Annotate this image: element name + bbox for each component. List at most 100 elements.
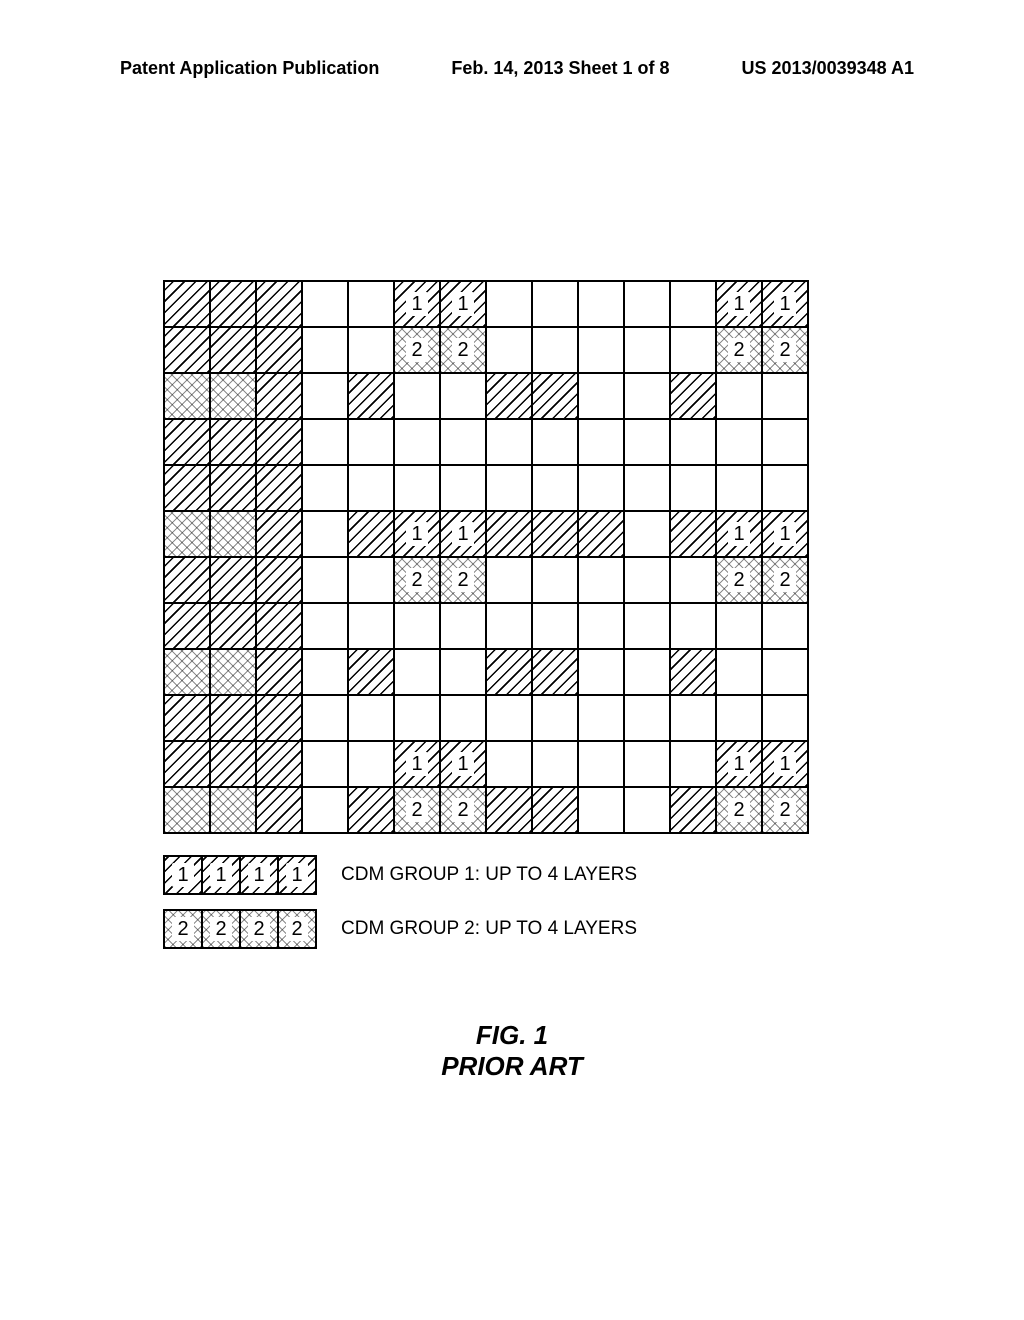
caption-line-2: PRIOR ART — [0, 1051, 1024, 1082]
grid-cell — [716, 603, 762, 649]
grid-cell — [762, 695, 808, 741]
grid-cell: 2 — [394, 327, 440, 373]
cell-label: 1 — [774, 292, 796, 316]
grid-cell — [532, 511, 578, 557]
grid-cell — [624, 373, 670, 419]
grid-cell — [210, 741, 256, 787]
grid-cell — [578, 787, 624, 833]
grid-cell — [302, 603, 348, 649]
cell-label: 2 — [774, 798, 796, 822]
legend-cell: 2 — [279, 911, 315, 947]
grid-cell: 2 — [762, 557, 808, 603]
grid-cell — [440, 465, 486, 511]
grid-cell — [164, 649, 210, 695]
grid-cell: 1 — [394, 511, 440, 557]
grid-cell — [578, 649, 624, 695]
grid-cell — [624, 741, 670, 787]
grid-cell: 1 — [762, 281, 808, 327]
grid-cell — [486, 787, 532, 833]
resource-grid: 111122221111222211112222 — [163, 280, 809, 834]
grid-cell: 2 — [440, 787, 486, 833]
grid-cell: 1 — [394, 281, 440, 327]
cell-label: 2 — [728, 338, 750, 362]
grid-cell — [578, 419, 624, 465]
header-left: Patent Application Publication — [120, 58, 379, 79]
grid-cell — [348, 741, 394, 787]
grid-cell — [302, 419, 348, 465]
legend-row-1: 1111 CDM GROUP 1: UP TO 4 LAYERS — [163, 855, 637, 895]
grid-cell — [256, 695, 302, 741]
grid-cell — [210, 695, 256, 741]
grid-cell — [394, 373, 440, 419]
grid-cell — [348, 557, 394, 603]
cell-label: 1 — [774, 522, 796, 546]
grid-cell: 1 — [762, 511, 808, 557]
legend-cell: 1 — [279, 857, 315, 893]
grid-cell — [532, 741, 578, 787]
grid-cell — [578, 327, 624, 373]
grid-cell — [486, 419, 532, 465]
cell-label: 2 — [728, 568, 750, 592]
grid-cell — [440, 603, 486, 649]
grid-cell — [532, 419, 578, 465]
grid-cell — [670, 695, 716, 741]
grid-cell — [210, 603, 256, 649]
grid-cell — [532, 649, 578, 695]
grid-cell — [210, 419, 256, 465]
cell-label: 1 — [406, 522, 428, 546]
grid-cell — [164, 695, 210, 741]
grid-cell — [348, 281, 394, 327]
cell-label: 1 — [452, 292, 474, 316]
grid-cell — [578, 373, 624, 419]
grid-cell — [486, 465, 532, 511]
grid-cell — [302, 649, 348, 695]
grid-cell — [256, 603, 302, 649]
grid-cell — [486, 741, 532, 787]
legend-cells-1: 1111 — [163, 855, 317, 895]
grid-cell — [348, 327, 394, 373]
grid-table: 111122221111222211112222 — [163, 280, 809, 834]
grid-cell — [440, 649, 486, 695]
grid-cell — [256, 649, 302, 695]
page-header: Patent Application Publication Feb. 14, … — [0, 58, 1024, 79]
cell-label: 1 — [728, 522, 750, 546]
grid-cell — [256, 327, 302, 373]
grid-cell: 1 — [440, 281, 486, 327]
grid-cell — [256, 281, 302, 327]
grid-cell — [348, 419, 394, 465]
grid-cell — [302, 741, 348, 787]
grid-cell — [348, 603, 394, 649]
grid-cell — [210, 787, 256, 833]
grid-cell — [532, 327, 578, 373]
cell-label: 1 — [452, 522, 474, 546]
grid-cell — [486, 557, 532, 603]
grid-cell — [348, 373, 394, 419]
grid-cell — [348, 511, 394, 557]
grid-cell — [532, 695, 578, 741]
grid-cell — [394, 419, 440, 465]
grid-cell — [210, 511, 256, 557]
cell-label: 1 — [728, 292, 750, 316]
grid-cell — [624, 695, 670, 741]
cell-label: 2 — [774, 338, 796, 362]
grid-cell — [762, 603, 808, 649]
grid-cell — [716, 649, 762, 695]
grid-cell: 1 — [440, 741, 486, 787]
grid-cell — [670, 511, 716, 557]
grid-cell — [762, 419, 808, 465]
grid-cell — [348, 787, 394, 833]
grid-cell: 1 — [440, 511, 486, 557]
grid-cell — [486, 281, 532, 327]
grid-cell — [486, 649, 532, 695]
grid-cell — [624, 511, 670, 557]
grid-cell: 2 — [716, 557, 762, 603]
grid-cell — [532, 373, 578, 419]
grid-cell — [578, 511, 624, 557]
cell-label: 2 — [774, 568, 796, 592]
grid-cell — [532, 603, 578, 649]
grid-cell — [670, 603, 716, 649]
grid-cell: 1 — [762, 741, 808, 787]
grid-cell — [624, 787, 670, 833]
cell-label: 2 — [728, 798, 750, 822]
grid-cell — [210, 373, 256, 419]
